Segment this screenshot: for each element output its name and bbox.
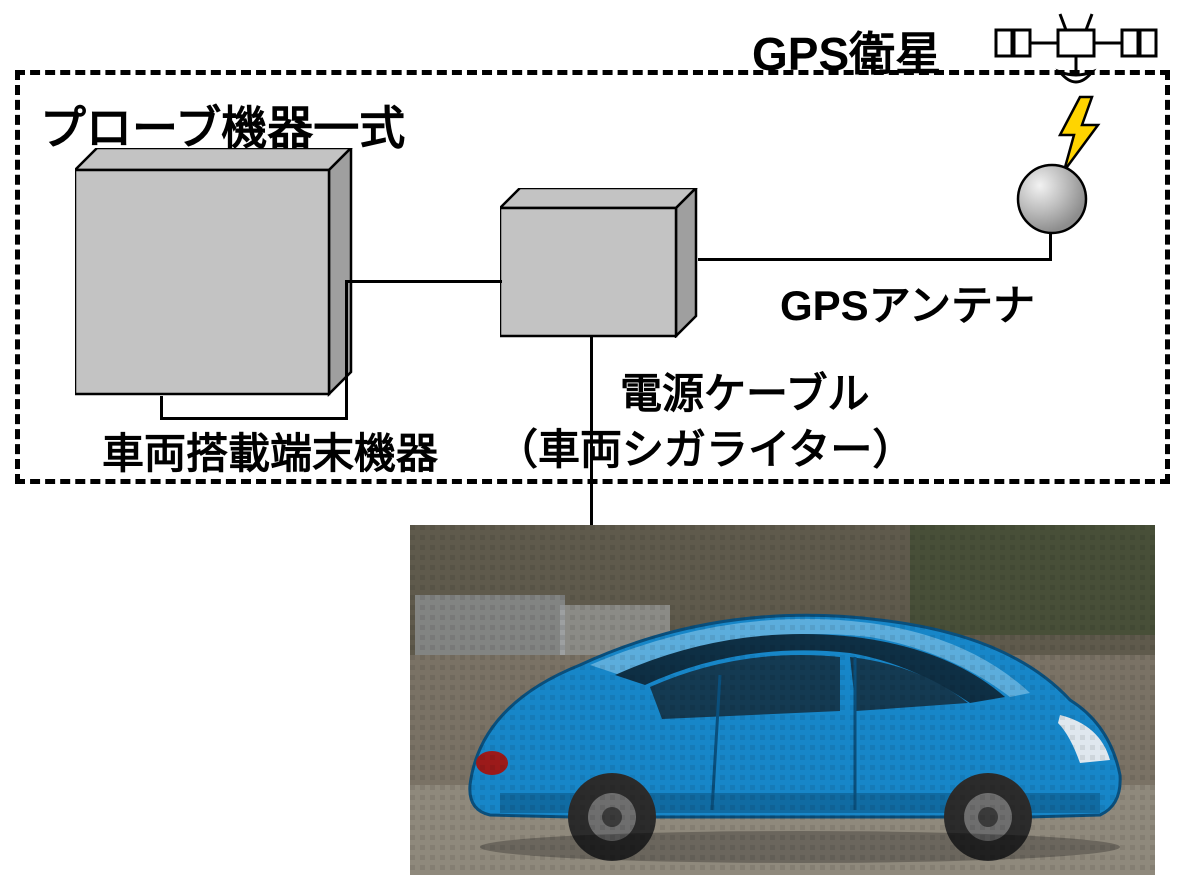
conn-line	[1049, 232, 1052, 261]
diagram-canvas: GPS衛星 プローブ機器一式	[0, 0, 1186, 882]
conn-line	[698, 258, 1052, 261]
conn-line	[345, 280, 502, 283]
vehicle-image	[410, 525, 1155, 875]
terminal-box	[75, 148, 360, 398]
onboard-terminal-label: 車両搭載端末機器	[102, 420, 438, 481]
power-cable-label-1: 電源ケーブル	[620, 360, 869, 421]
power-cable-label-2: （車両シガライター）	[496, 416, 914, 477]
gps-antenna-sphere	[1015, 162, 1089, 236]
center-box	[500, 188, 700, 338]
conn-line	[345, 280, 348, 420]
gps-antenna-label: GPSアンテナ	[780, 272, 1035, 333]
